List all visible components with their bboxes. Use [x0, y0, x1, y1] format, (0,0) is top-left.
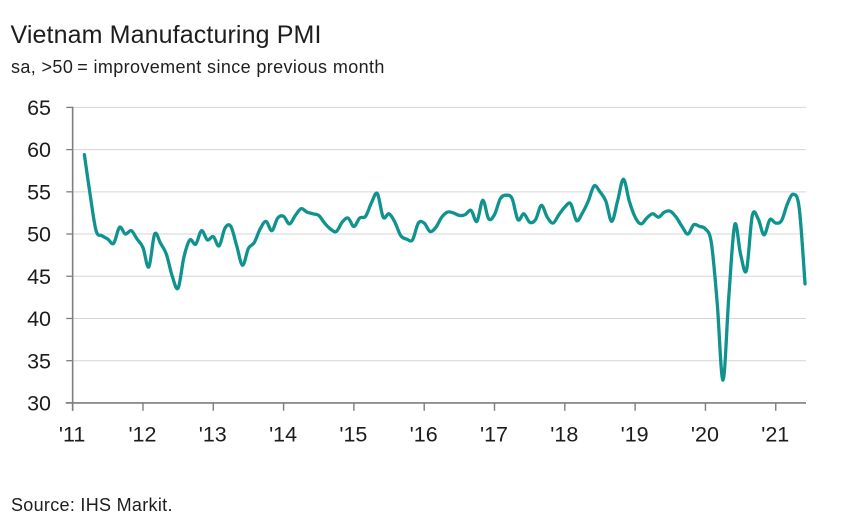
svg-text:55: 55 [27, 180, 51, 204]
svg-text:'13: '13 [199, 422, 227, 446]
svg-text:50: 50 [27, 223, 51, 247]
svg-text:45: 45 [27, 265, 51, 289]
svg-text:'20: '20 [691, 422, 719, 446]
svg-text:'12: '12 [128, 422, 156, 446]
svg-text:65: 65 [27, 96, 51, 120]
svg-text:'18: '18 [550, 422, 578, 446]
svg-text:60: 60 [27, 138, 51, 162]
svg-text:35: 35 [27, 349, 51, 373]
svg-text:'19: '19 [621, 422, 649, 446]
svg-text:'11: '11 [59, 422, 85, 446]
svg-text:'17: '17 [480, 422, 508, 446]
svg-text:'21: '21 [761, 422, 789, 446]
svg-text:'14: '14 [269, 422, 297, 446]
svg-text:'16: '16 [410, 422, 438, 446]
svg-text:30: 30 [27, 392, 51, 416]
svg-text:'15: '15 [339, 422, 367, 446]
svg-text:40: 40 [27, 307, 51, 331]
